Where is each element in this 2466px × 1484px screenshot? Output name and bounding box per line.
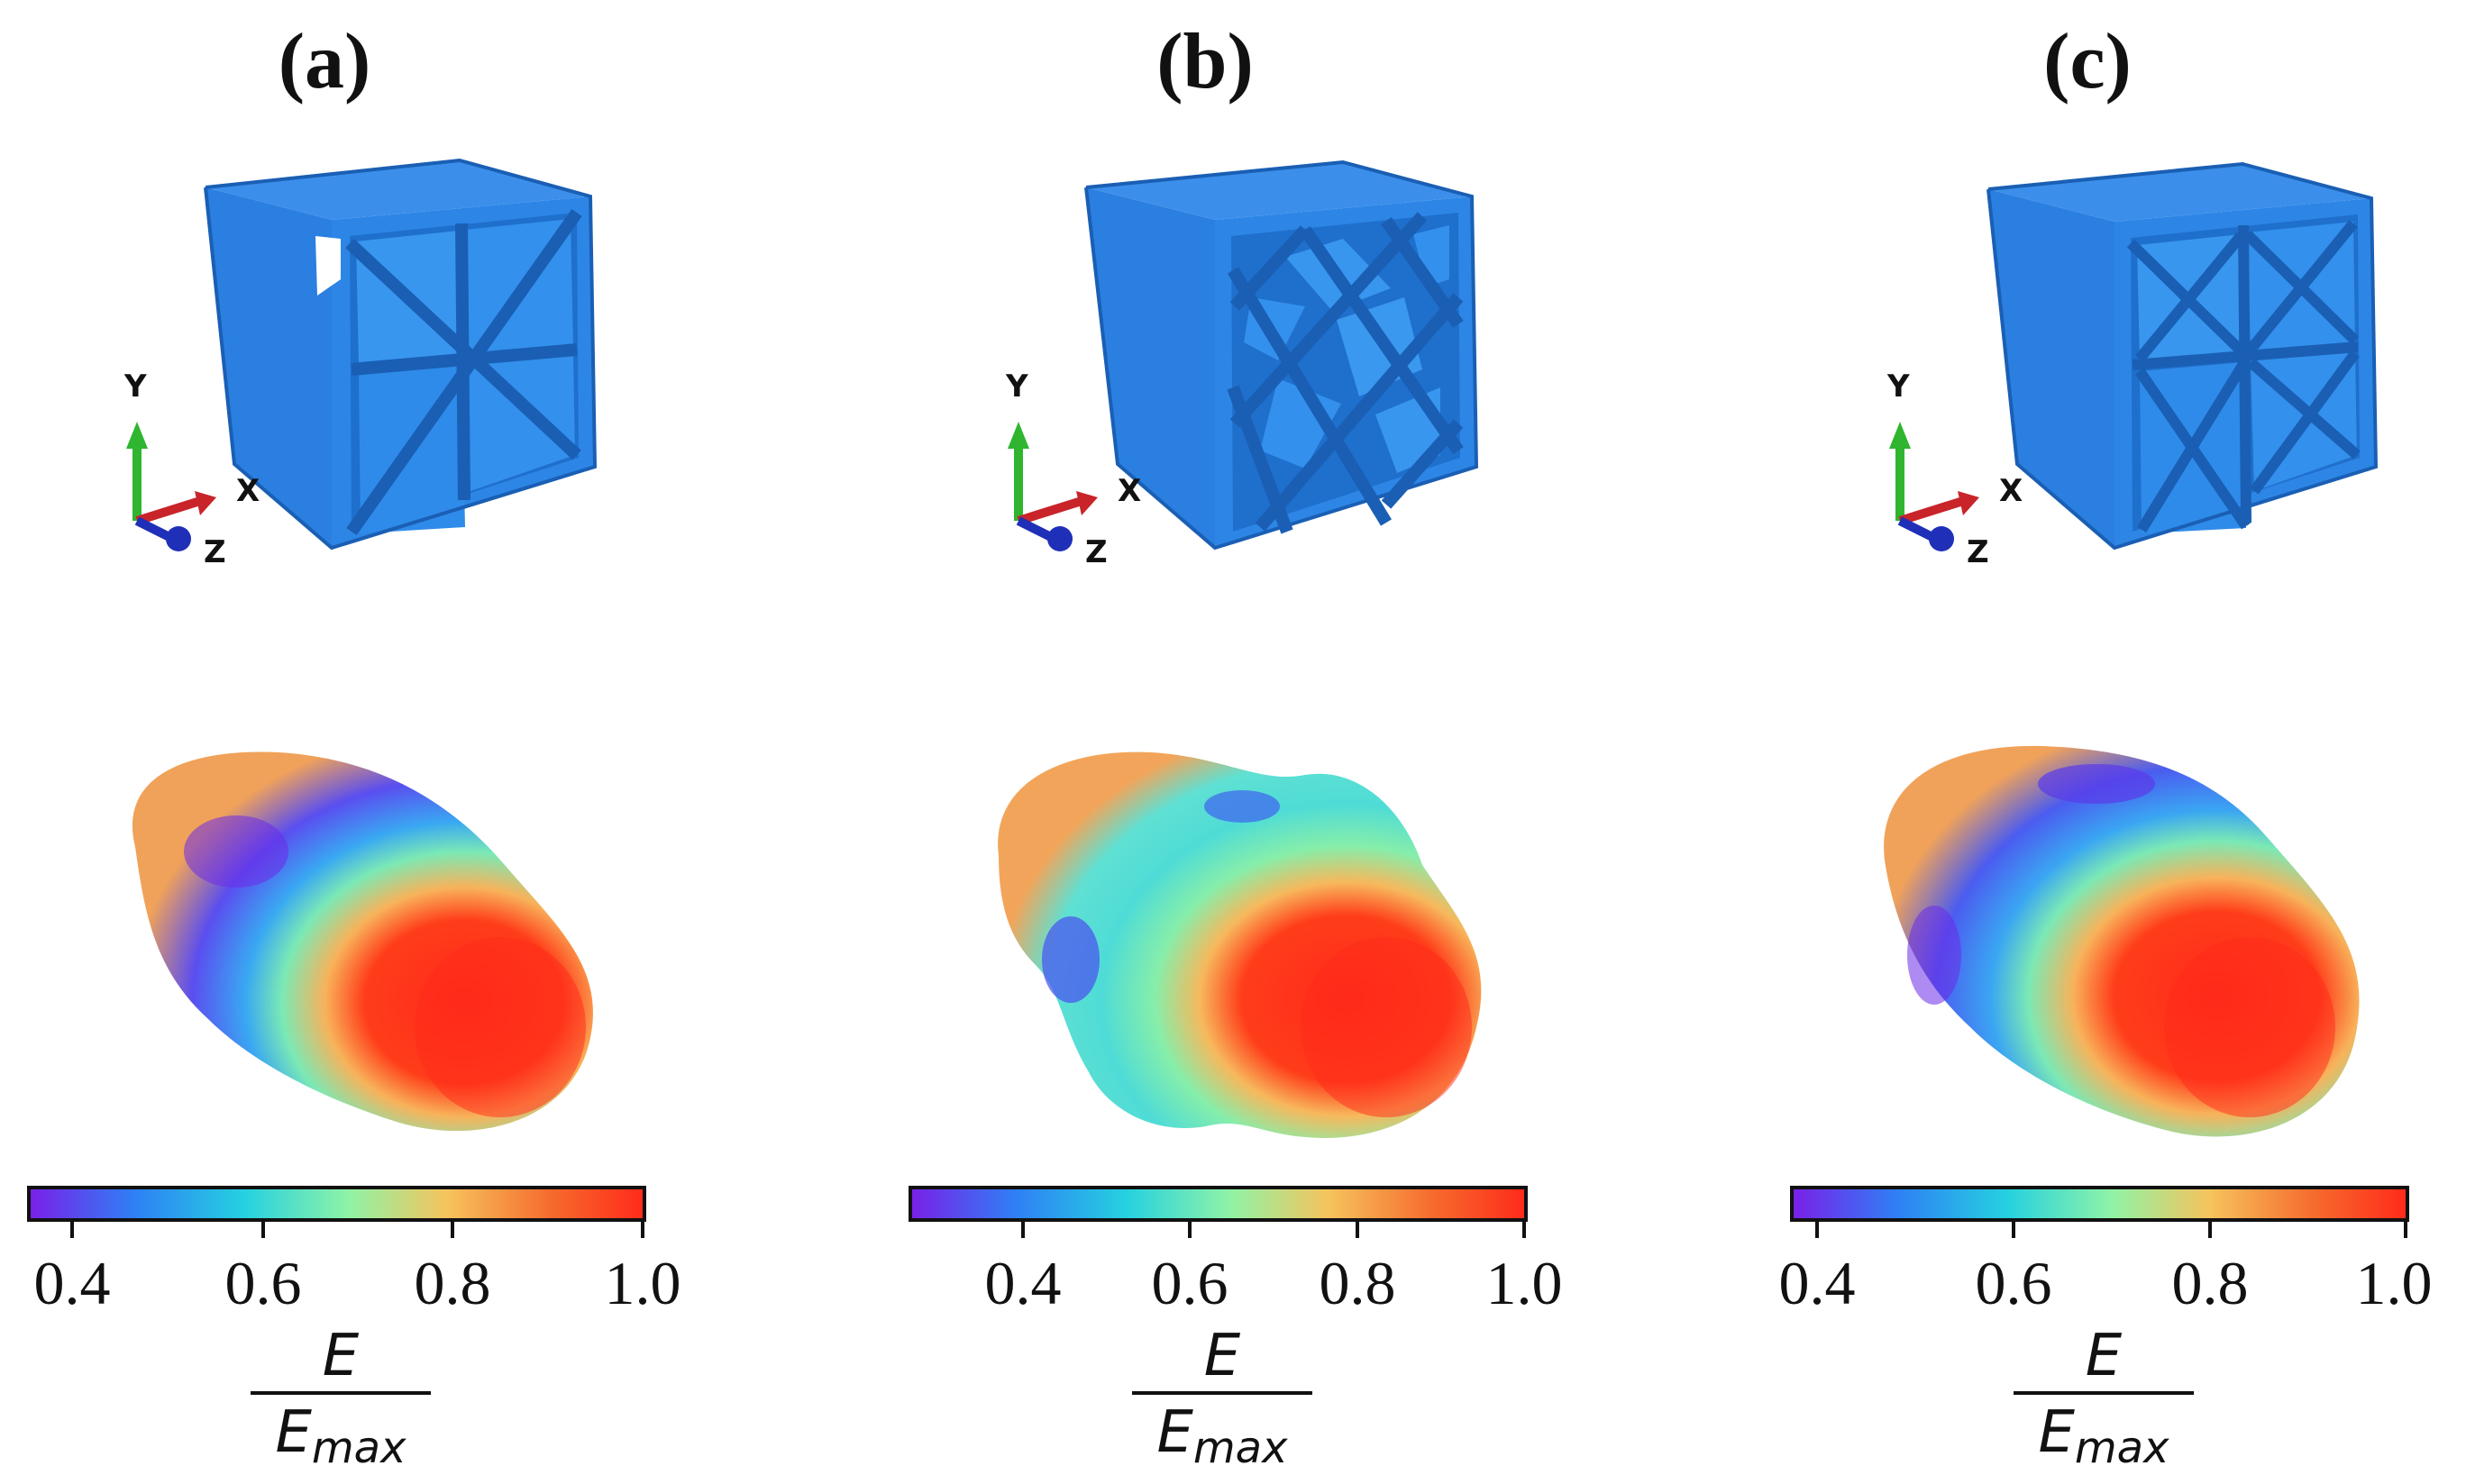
tick-label: 1.0 [1485, 1249, 1563, 1317]
fraction-numerator: E [2085, 1323, 2123, 1389]
modulus-surface [998, 751, 1482, 1138]
fraction-denominator: Emax [1156, 1399, 1288, 1473]
fraction-numerator: E [1203, 1323, 1241, 1389]
tick-label: 0.4 [1778, 1249, 1856, 1317]
tick-label: 0.4 [984, 1249, 1062, 1317]
tick-label: 0.8 [1319, 1249, 1396, 1317]
colorbar [1790, 1186, 2409, 1222]
colorbar-ticks [70, 1220, 644, 1238]
axis-y-label: Y [123, 369, 147, 405]
tick-label: 0.8 [2171, 1249, 2249, 1317]
panel-label: (c) [2043, 18, 2132, 105]
axis-z-label: Z [204, 534, 226, 570]
lattice-cube [1084, 159, 1479, 551]
panel-graphics: Y X Z [909, 159, 1528, 1238]
lattice-cube [1986, 161, 2379, 551]
colorbar-ticks [1021, 1220, 1526, 1238]
panel-c: (c) [1763, 0, 2466, 1484]
colorbar-label: E Emax [1123, 1325, 1321, 1482]
modulus-surface [1884, 745, 2360, 1137]
axis-z-label: Z [1085, 534, 1108, 570]
fraction-bar [1132, 1391, 1312, 1395]
axis-triad [126, 422, 216, 551]
fraction-numerator: E [322, 1323, 360, 1389]
axis-y-label: Y [1886, 369, 1910, 405]
axis-y-label: Y [1005, 369, 1028, 405]
panel-label: (a) [278, 18, 371, 105]
axis-z-label: Z [1967, 534, 1989, 570]
tick-label: 0.4 [33, 1249, 111, 1317]
modulus-surface [132, 751, 593, 1132]
fraction-denominator: Emax [275, 1399, 406, 1473]
tick-label: 0.6 [224, 1249, 302, 1317]
panel-a: (a) [0, 0, 822, 1484]
fraction-bar [251, 1391, 431, 1395]
axis-x-label: X [1118, 473, 1141, 509]
tick-label: 0.6 [1975, 1249, 2052, 1317]
colorbar [909, 1186, 1528, 1222]
axis-triad [1008, 422, 1098, 551]
fraction-bar [2014, 1391, 2194, 1395]
panel-label: (b) [1156, 18, 1254, 105]
panel-graphics: Y X Z [1790, 161, 2409, 1238]
colorbar-ticks [1815, 1220, 2407, 1238]
tick-label: 1.0 [604, 1249, 681, 1317]
lattice-cube [204, 158, 598, 551]
axis-x-label: X [1999, 473, 2023, 509]
axis-x-label: X [236, 473, 260, 509]
panel-b: (b) [881, 0, 1703, 1484]
axis-triad [1889, 422, 1979, 551]
tick-label: 0.8 [414, 1249, 491, 1317]
tick-label: 1.0 [2355, 1249, 2433, 1317]
panel-graphics: Y X Z [27, 158, 646, 1238]
colorbar [27, 1186, 646, 1222]
fraction-denominator: Emax [2038, 1399, 2169, 1473]
colorbar-label: E Emax [2005, 1325, 2203, 1482]
colorbar-label: E Emax [242, 1325, 440, 1482]
tick-label: 0.6 [1151, 1249, 1228, 1317]
